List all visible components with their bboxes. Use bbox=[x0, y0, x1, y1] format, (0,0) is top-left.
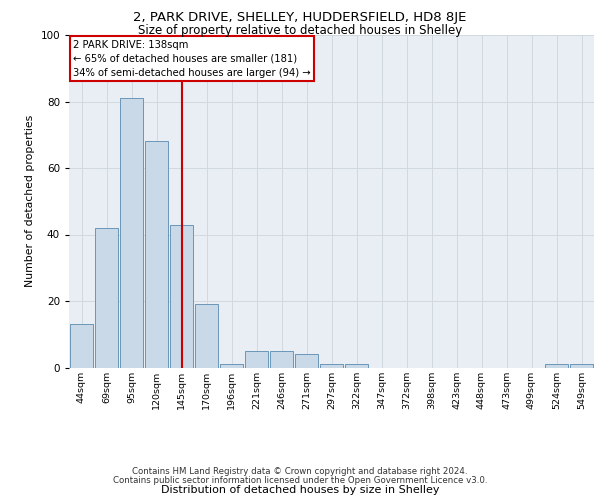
Bar bbox=[569, 364, 593, 368]
Text: 2, PARK DRIVE, SHELLEY, HUDDERSFIELD, HD8 8JE: 2, PARK DRIVE, SHELLEY, HUDDERSFIELD, HD… bbox=[133, 11, 467, 24]
Bar bbox=[220, 364, 244, 368]
Bar bbox=[245, 351, 268, 368]
Bar bbox=[295, 354, 319, 368]
Bar bbox=[95, 228, 118, 368]
Bar bbox=[269, 351, 293, 368]
Text: Size of property relative to detached houses in Shelley: Size of property relative to detached ho… bbox=[138, 24, 462, 37]
Bar bbox=[194, 304, 218, 368]
Y-axis label: Number of detached properties: Number of detached properties bbox=[25, 115, 35, 288]
Bar bbox=[70, 324, 94, 368]
Bar bbox=[344, 364, 368, 368]
Text: Distribution of detached houses by size in Shelley: Distribution of detached houses by size … bbox=[161, 485, 439, 495]
Text: Contains HM Land Registry data © Crown copyright and database right 2024.: Contains HM Land Registry data © Crown c… bbox=[132, 467, 468, 476]
Bar bbox=[170, 224, 193, 368]
Bar bbox=[545, 364, 568, 368]
Bar bbox=[119, 98, 143, 367]
Text: Contains public sector information licensed under the Open Government Licence v3: Contains public sector information licen… bbox=[113, 476, 487, 485]
Bar bbox=[320, 364, 343, 368]
Bar bbox=[145, 142, 169, 368]
Text: 2 PARK DRIVE: 138sqm
← 65% of detached houses are smaller (181)
34% of semi-deta: 2 PARK DRIVE: 138sqm ← 65% of detached h… bbox=[73, 40, 311, 78]
